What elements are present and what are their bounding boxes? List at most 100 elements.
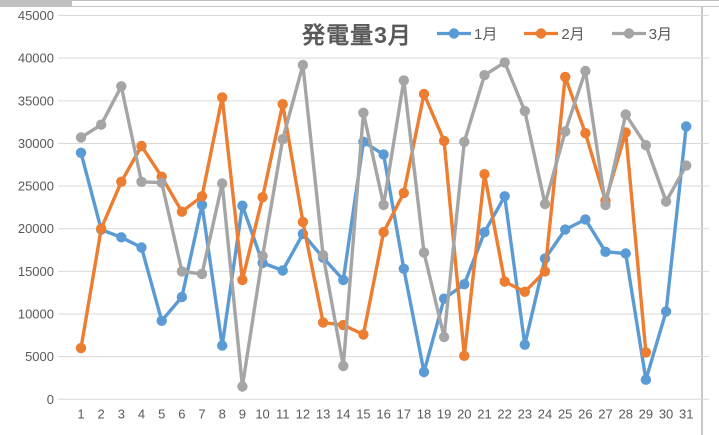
y-axis-label: 10000 [18, 307, 54, 322]
series-marker-1 [580, 214, 591, 225]
chart-title[interactable]: 発電量3月 [302, 22, 412, 48]
series-marker-1 [237, 200, 248, 211]
legend-label-january: 1月 [474, 26, 498, 43]
y-axis-label: 45000 [18, 8, 54, 23]
series-marker-2 [277, 99, 288, 110]
series-marker-2 [438, 135, 450, 147]
series-marker-1 [418, 366, 430, 378]
x-axis-label: 27 [598, 407, 612, 422]
legend-swatch-january [437, 28, 471, 39]
series-line-3 [79, 60, 688, 389]
x-axis-label: 8 [219, 407, 226, 422]
y-axis-label: 15000 [18, 264, 54, 279]
series-marker-3 [398, 75, 409, 86]
series-marker-3 [297, 59, 309, 71]
series-marker-1 [620, 248, 631, 259]
x-axis-label: 26 [578, 407, 592, 422]
series-marker-2 [317, 317, 329, 328]
series-marker-1 [277, 265, 288, 276]
x-axis-label: 15 [356, 407, 370, 422]
series-marker-1 [640, 374, 652, 385]
series-marker-2 [176, 206, 188, 217]
y-axis-label: 25000 [18, 179, 54, 194]
series-marker-2 [136, 140, 147, 152]
x-axis-label: 1 [77, 407, 84, 422]
x-axis-label: 17 [397, 407, 411, 422]
series-marker-3 [237, 381, 248, 392]
series-marker-2 [75, 342, 87, 354]
legend-item-january[interactable]: 1月 [437, 23, 497, 44]
series-marker-1 [499, 191, 510, 202]
x-axis-label: 10 [255, 407, 269, 422]
y-axis-label: 0 [47, 392, 54, 407]
series-marker-3 [75, 132, 87, 143]
x-axis-label: 20 [457, 407, 471, 422]
chart-right-border [701, 7, 703, 435]
x-axis-label: 29 [639, 407, 653, 422]
x-axis-label: 22 [497, 407, 511, 422]
series-marker-2 [580, 128, 591, 139]
x-axis-label: 5 [158, 407, 165, 422]
series-marker-1 [156, 315, 167, 326]
y-axis-label: 5000 [25, 349, 54, 364]
series-marker-3 [459, 136, 470, 147]
legend-label-march: 3月 [648, 26, 673, 43]
series-marker-3 [620, 109, 631, 120]
x-axis-label: 18 [417, 407, 431, 422]
x-axis-label: 19 [437, 407, 451, 422]
y-axis-label: 35000 [18, 93, 54, 108]
x-axis-label: 6 [178, 407, 185, 422]
y-axis-label: 20000 [18, 221, 54, 236]
series-marker-3 [338, 360, 349, 372]
series-marker-3 [176, 266, 188, 277]
window-top-edge-left [0, 0, 72, 7]
series-marker-2 [418, 88, 430, 100]
series-marker-3 [600, 199, 611, 211]
series-marker-2 [237, 274, 248, 286]
y-axis-label: 30000 [18, 136, 54, 151]
series-marker-1 [116, 232, 127, 243]
series-marker-1 [136, 242, 147, 253]
series-marker-3 [317, 250, 329, 261]
x-axis-label: 25 [558, 407, 572, 422]
series-marker-1 [176, 291, 188, 303]
series-marker-1 [398, 263, 409, 274]
series-marker-2 [560, 71, 571, 83]
series-marker-3 [116, 81, 127, 92]
series-marker-1 [560, 224, 571, 235]
x-axis-label: 12 [296, 407, 310, 422]
series-marker-3 [257, 250, 268, 262]
series-marker-2 [217, 92, 228, 103]
x-axis-label: 4 [138, 407, 145, 422]
series-marker-3 [560, 126, 571, 137]
series-marker-1 [459, 279, 470, 290]
series-marker-2 [116, 176, 127, 187]
x-axis-label: 16 [376, 407, 390, 422]
series-marker-3 [378, 199, 389, 211]
series-marker-1 [196, 199, 208, 211]
x-axis-label: 24 [538, 407, 552, 422]
series-marker-2 [459, 350, 470, 361]
series-marker-3 [640, 140, 652, 151]
series-marker-2 [257, 192, 268, 203]
legend-swatch-march [611, 28, 646, 39]
series-marker-3 [277, 134, 288, 145]
x-axis-label: 23 [518, 407, 532, 422]
legend-item-march[interactable]: 3月 [611, 23, 673, 44]
series-marker-1 [338, 274, 349, 286]
series-marker-2 [499, 276, 510, 287]
series-marker-2 [519, 286, 530, 297]
series-marker-3 [660, 196, 672, 207]
series-marker-1 [378, 149, 389, 160]
x-axis-label: 30 [659, 407, 673, 422]
series-marker-2 [297, 216, 309, 228]
series-marker-2 [358, 329, 369, 340]
series-marker-3 [519, 105, 530, 117]
legend-item-february[interactable]: 2月 [524, 23, 585, 44]
series-marker-2 [640, 347, 652, 358]
x-axis-label: 14 [336, 407, 350, 422]
series-marker-1 [681, 121, 692, 132]
series-marker-3 [156, 177, 167, 188]
series-marker-3 [96, 119, 107, 130]
